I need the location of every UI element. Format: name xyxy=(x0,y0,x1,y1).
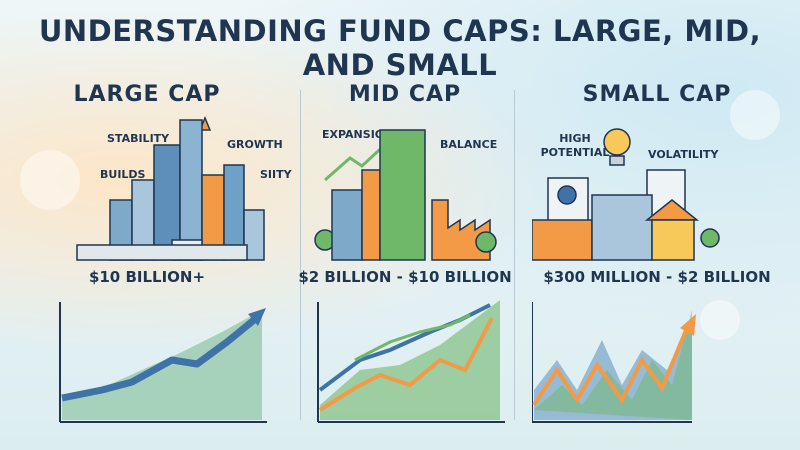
office-tower-icon xyxy=(314,129,497,261)
builds-label: BUILDS xyxy=(100,168,146,181)
factory-icon xyxy=(431,199,491,261)
small-cap-panel: SMALL CAP HIGH POTENTIAL VOLATILITY $300… xyxy=(532,70,782,440)
bokeh-light xyxy=(730,90,780,140)
page-title: UNDERSTANDING FUND CAPS: LARGE, MID, AND… xyxy=(38,14,762,82)
mid-cap-range: $2 BILLION - $10 BILLION xyxy=(298,268,512,286)
large-cap-title: LARGE CAP xyxy=(73,82,221,107)
house-icon xyxy=(651,219,695,261)
large-cap-panel: LARGE CAP STABILITY GROWTH BUILDS SIITY … xyxy=(22,70,292,440)
mid-cap-panel: MID CAP EXPANSION BALANCE $2 BILLION - $… xyxy=(280,70,530,440)
high-potential-label: HIGH POTENTIAL xyxy=(540,132,610,159)
volatility-label: VOLATILITY xyxy=(648,148,719,161)
growth-label: GROWTH xyxy=(227,138,283,151)
shop-icon xyxy=(591,194,653,261)
bokeh-light xyxy=(700,300,740,340)
panel-divider xyxy=(514,90,515,420)
growth-arrow-icon xyxy=(317,300,505,423)
lightbulb-icon xyxy=(532,128,720,261)
rising-chart-icon xyxy=(59,302,267,423)
skyscraper-city-icon xyxy=(76,116,265,261)
tree-icon xyxy=(475,231,497,253)
small-cap-title: SMALL CAP xyxy=(582,82,732,107)
bokeh-light xyxy=(20,150,80,210)
siity-label: SIITY xyxy=(260,168,292,181)
large-cap-range: $10 BILLION+ xyxy=(88,268,206,286)
small-cap-range: $300 MILLION - $2 BILLION xyxy=(543,268,771,286)
volatile-chart-icon xyxy=(532,302,696,423)
tree-icon xyxy=(700,228,720,248)
panel-divider xyxy=(300,90,301,420)
gear-document-icon xyxy=(557,185,577,205)
balance-label: BALANCE xyxy=(440,138,498,151)
shop-icon xyxy=(532,219,593,261)
mid-cap-title: MID CAP xyxy=(348,82,462,107)
expansion-label: EXPANSION xyxy=(322,128,394,141)
stability-label: STABILITY xyxy=(107,132,170,145)
